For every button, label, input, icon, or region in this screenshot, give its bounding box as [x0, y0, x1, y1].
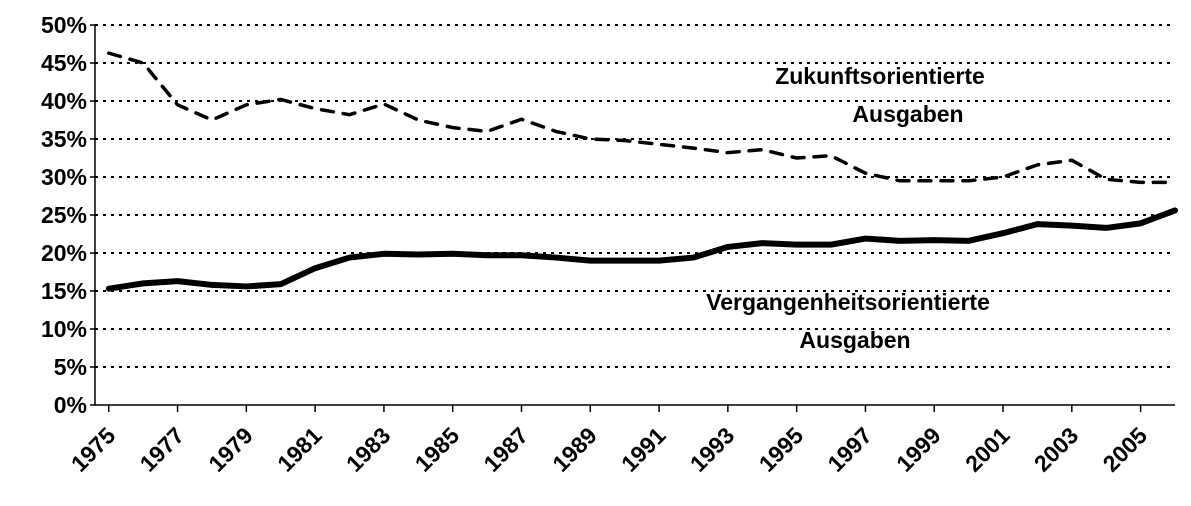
annotation: Zukunftsorientierte: [775, 63, 985, 89]
x-tick-label: 1987: [478, 422, 533, 477]
y-tick-label: 25%: [41, 202, 87, 228]
annotation: Ausgaben: [799, 327, 910, 353]
x-tick-label: 1999: [891, 422, 946, 477]
y-tick-label: 45%: [41, 50, 87, 76]
x-tick-label: 1981: [272, 422, 327, 477]
x-tick-label: 1975: [66, 422, 121, 477]
y-tick-label: 5%: [54, 354, 87, 380]
y-tick-label: 10%: [41, 316, 87, 342]
x-tick-label: 1983: [341, 422, 396, 477]
y-tick-label: 30%: [41, 164, 87, 190]
annotation: Vergangenheitsorientierte: [706, 289, 990, 315]
x-tick-label: 1985: [410, 422, 465, 477]
x-tick-label: 1989: [547, 422, 602, 477]
x-tick-label: 1977: [135, 422, 190, 477]
x-tick-label: 1995: [754, 422, 809, 477]
x-tick-label: 1979: [203, 422, 258, 477]
x-tick-label: 2003: [1029, 422, 1084, 477]
y-tick-label: 50%: [41, 12, 87, 38]
x-tick-label: 2005: [1098, 422, 1153, 477]
line-series: [107, 51, 1177, 185]
y-tick-label: 35%: [41, 126, 87, 152]
y-tick-label: 40%: [41, 88, 87, 114]
y-tick-label: 15%: [41, 278, 87, 304]
x-tick-label: 1991: [616, 422, 671, 477]
annotation: Ausgaben: [852, 101, 963, 127]
y-tick-label: 20%: [41, 240, 87, 266]
x-tick-label: 2001: [960, 422, 1015, 477]
x-tick-label: 1993: [685, 422, 740, 477]
x-tick-label: 1997: [822, 422, 877, 477]
y-tick-label: 0%: [54, 392, 87, 418]
line-series: [105, 207, 1178, 292]
